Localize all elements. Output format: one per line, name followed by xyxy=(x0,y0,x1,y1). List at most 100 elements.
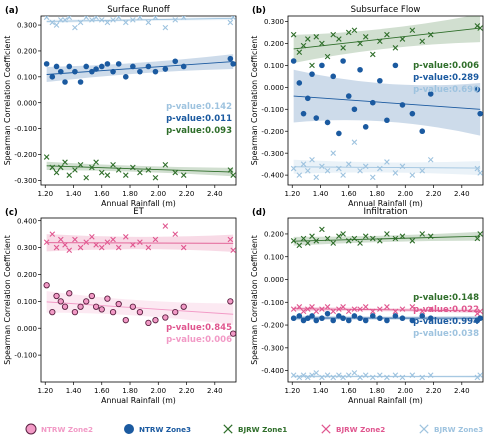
data-point xyxy=(72,236,78,243)
x-tick-label: 2.40 xyxy=(207,190,223,198)
series-bz2 xyxy=(43,223,236,254)
x-tick-label: 2.20 xyxy=(426,190,442,198)
trend-line xyxy=(46,301,234,315)
panel-label: (d) xyxy=(252,208,266,218)
data-point xyxy=(377,77,383,84)
x-axis-label: Annual Rainfall (m) xyxy=(101,199,176,208)
trend-line xyxy=(46,17,234,22)
data-point xyxy=(399,374,406,381)
data-point xyxy=(62,242,68,248)
data-point xyxy=(419,374,426,381)
x-tick-label: 1.80 xyxy=(122,387,138,395)
data-point xyxy=(345,29,352,36)
p-value-label: p-value:0.289 xyxy=(413,73,479,83)
panels: (a) Surface Runoff 0.300 0.200 0.100 0.000 -0.… xyxy=(3,5,484,405)
data-point xyxy=(122,172,129,178)
p-value-label: p-value:0.690 xyxy=(413,85,479,95)
data-point xyxy=(351,139,358,145)
trend-line xyxy=(293,166,481,169)
p-value-label: p-value:0.022 xyxy=(413,305,479,315)
data-point xyxy=(230,330,236,337)
panel-label: (b) xyxy=(252,6,266,16)
data-point xyxy=(98,306,105,313)
data-point xyxy=(66,172,73,178)
data-point xyxy=(172,17,179,23)
data-point xyxy=(309,313,315,319)
data-point xyxy=(300,235,307,242)
series-nz3 xyxy=(43,55,236,85)
data-point xyxy=(93,159,99,166)
data-point xyxy=(427,233,434,240)
data-point xyxy=(309,233,315,240)
y-tick-label: 0.000 xyxy=(264,84,284,92)
data-point xyxy=(419,231,426,237)
series-bz2 xyxy=(290,304,483,317)
data-point xyxy=(324,310,331,317)
y-tick-label: 0.000 xyxy=(17,99,37,107)
data-point xyxy=(104,19,111,26)
data-point xyxy=(377,237,383,244)
data-point xyxy=(384,317,390,324)
data-point xyxy=(162,314,169,321)
panel-label: (c) xyxy=(5,208,18,218)
data-point xyxy=(392,62,399,69)
y-tick-label: 0.300 xyxy=(17,244,37,252)
series-nz3 xyxy=(290,310,483,324)
data-point xyxy=(304,95,311,102)
data-point xyxy=(83,298,90,305)
y-tick-label: -0.400 xyxy=(261,172,284,180)
trend-line xyxy=(293,27,481,50)
plot-frame xyxy=(40,15,237,186)
legend-item-bz2: BJRW Zone2 xyxy=(321,424,385,434)
data-point xyxy=(53,63,60,70)
data-point xyxy=(57,236,64,243)
data-point xyxy=(77,162,84,168)
x-tick-label: 1.80 xyxy=(369,387,385,395)
data-point xyxy=(351,106,358,113)
data-point xyxy=(89,68,95,75)
data-point xyxy=(162,223,169,229)
data-point xyxy=(330,317,337,324)
data-point xyxy=(324,53,331,60)
data-point xyxy=(137,68,143,75)
data-point xyxy=(145,19,152,26)
data-point xyxy=(477,372,483,378)
data-point xyxy=(340,172,346,178)
data-point xyxy=(477,170,483,176)
data-point xyxy=(384,31,390,38)
data-point xyxy=(296,304,303,310)
data-point xyxy=(304,374,311,381)
data-point xyxy=(83,174,90,181)
x-tick-label: 1.40 xyxy=(313,190,329,198)
data-point xyxy=(340,231,346,237)
data-point xyxy=(340,304,346,310)
data-point xyxy=(362,124,369,130)
data-point xyxy=(296,313,303,319)
data-point xyxy=(336,36,342,42)
data-point xyxy=(62,159,68,166)
data-point xyxy=(145,63,152,70)
data-point xyxy=(377,315,383,322)
data-point xyxy=(377,372,383,378)
data-point xyxy=(227,19,234,26)
data-point xyxy=(49,74,56,80)
data-point xyxy=(474,165,481,172)
data-point xyxy=(345,372,352,378)
data-point xyxy=(409,27,416,34)
data-point xyxy=(98,169,105,176)
data-point xyxy=(345,237,352,244)
data-point xyxy=(72,167,78,173)
data-point xyxy=(230,247,236,254)
trend-line xyxy=(293,235,481,242)
panel-a: (a) Surface Runoff 0.300 0.200 0.100 0.000 -0.… xyxy=(3,5,237,208)
data-point xyxy=(227,55,234,62)
data-point xyxy=(83,16,90,21)
data-point xyxy=(172,58,179,65)
data-point xyxy=(104,61,111,67)
data-point xyxy=(152,317,159,324)
data-point xyxy=(53,22,60,28)
y-tick-label: 0.300 xyxy=(264,18,284,26)
data-point xyxy=(300,308,307,315)
data-point xyxy=(477,110,483,117)
data-point xyxy=(162,162,169,168)
